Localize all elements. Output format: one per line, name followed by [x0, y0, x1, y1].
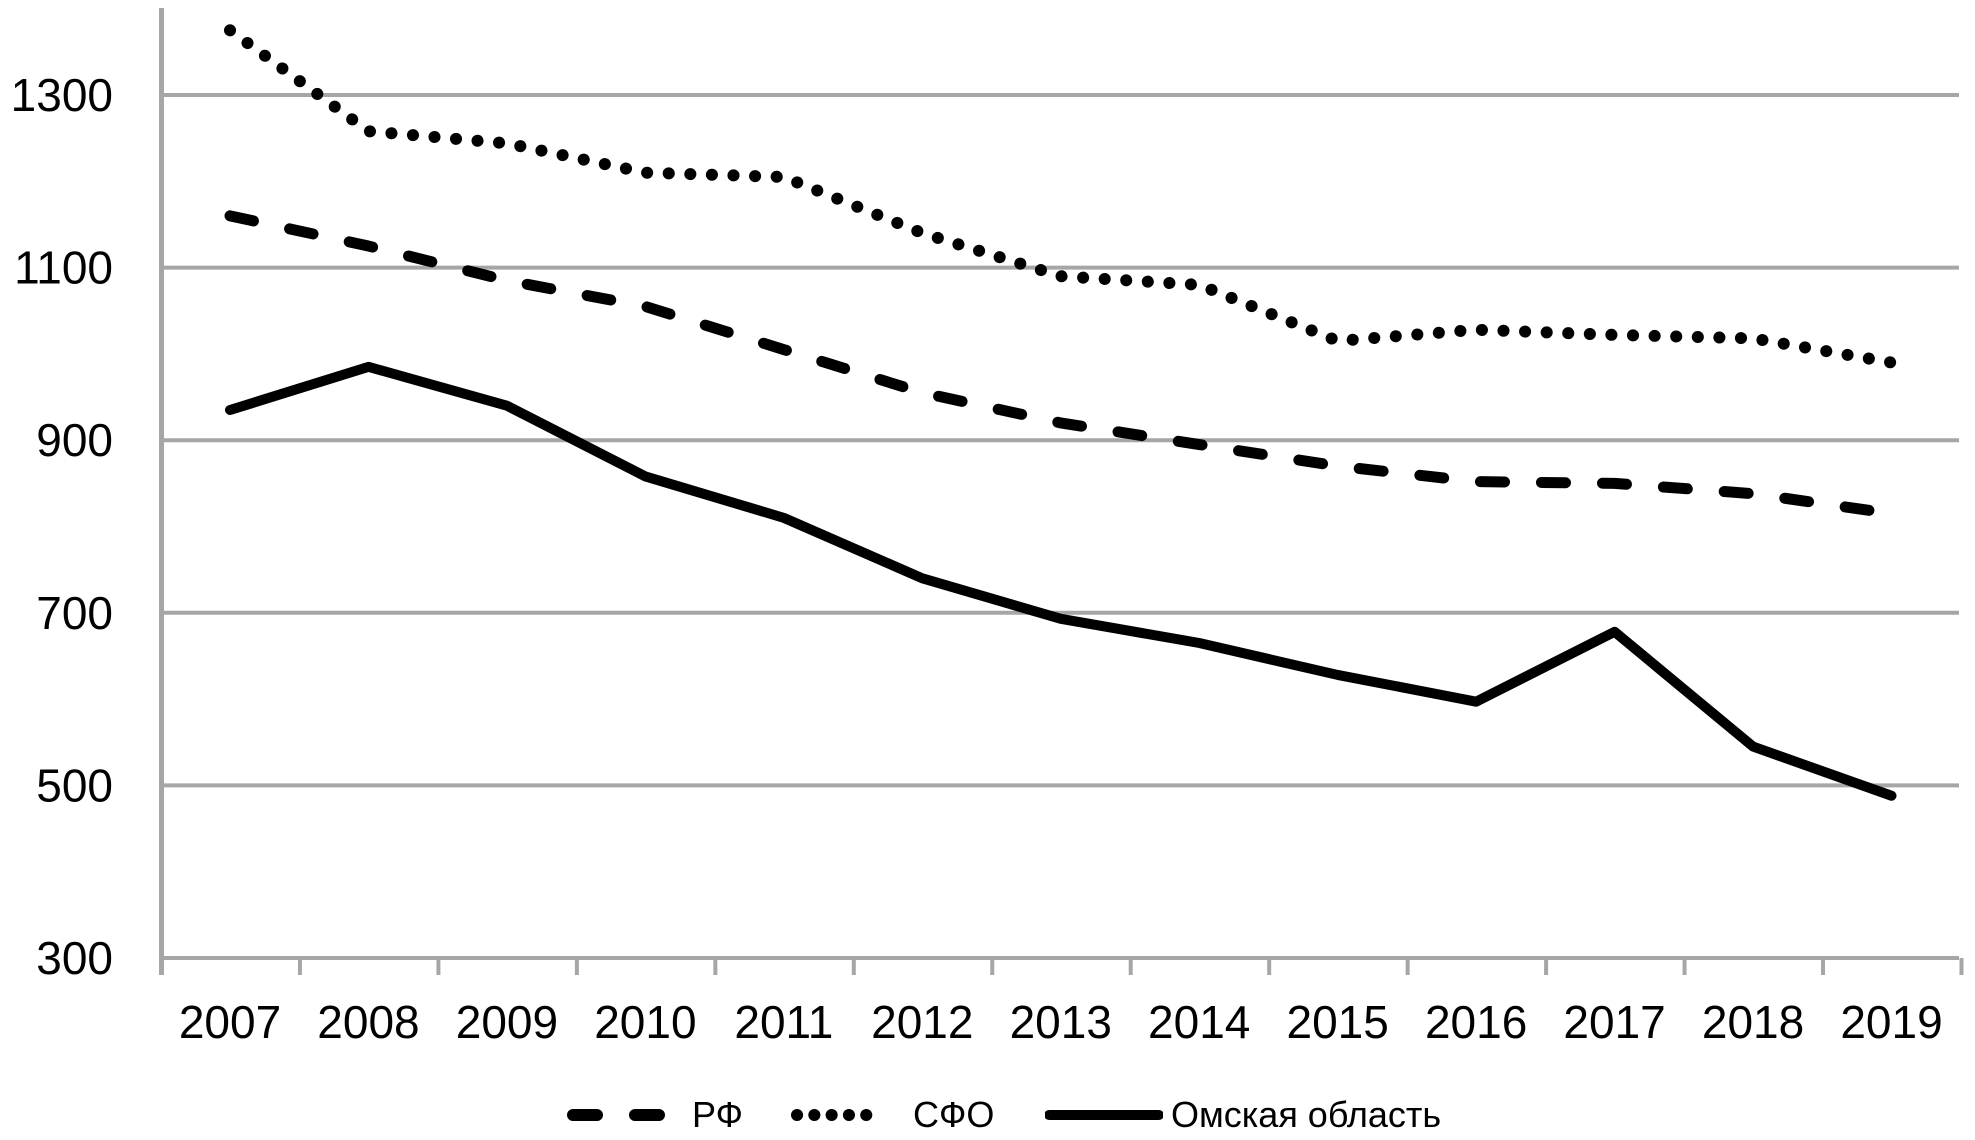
x-tick-label: 2011: [734, 996, 833, 1048]
legend-swatch-dashed-icon: [567, 1109, 665, 1121]
y-tick-label: 300: [36, 932, 113, 984]
y-tick-label: 900: [36, 414, 113, 466]
x-tick-label: 2008: [317, 996, 419, 1048]
x-tick-label: 2007: [179, 996, 281, 1048]
y-tick-label: 700: [36, 587, 113, 639]
x-tick-label: 2013: [1010, 996, 1112, 1048]
legend-swatch-solid-icon: [1045, 1110, 1163, 1120]
legend-item-rf: РФ: [566, 1091, 743, 1139]
legend-item-omsk: Омская область: [1045, 1091, 1441, 1139]
legend-label-rf: РФ: [692, 1094, 743, 1135]
legend-label-omsk: Омская область: [1171, 1094, 1442, 1135]
legend-label-sfo: СФО: [913, 1094, 995, 1135]
x-tick-label: 2009: [456, 996, 558, 1048]
y-axis-labels: 300 500 700 900 1100 1300: [11, 69, 113, 984]
series-line-dashed: [224, 210, 1898, 520]
x-tick-label: 2015: [1287, 996, 1389, 1048]
x-tick-label: 2016: [1425, 996, 1527, 1048]
axes: [159, 8, 1964, 975]
chart-legend: РФ СФО Омская область: [0, 1091, 1975, 1139]
legend-item-sfo: СФО: [790, 1091, 994, 1139]
x-tick-label: 2012: [871, 996, 973, 1048]
x-tick-label: 2010: [594, 996, 696, 1048]
series-line-dotted: [224, 24, 1898, 369]
series-line-solid: [225, 361, 1897, 801]
legend-swatch-dotted-icon: [791, 1109, 889, 1121]
x-tick-label: 2018: [1702, 996, 1804, 1048]
x-tick-label: 2014: [1148, 996, 1250, 1048]
y-tick-label: 500: [36, 759, 113, 811]
x-axis-labels: 2007 2008 2009 2010 2011 2012 2013 2014 2015 2016…: [179, 996, 1943, 1048]
gridlines: [161, 93, 1959, 960]
x-tick-label: 2017: [1563, 996, 1665, 1048]
y-tick-label: 1100: [14, 242, 113, 294]
y-tick-label: 1300: [11, 69, 113, 121]
x-tick-label: 2019: [1840, 996, 1942, 1048]
